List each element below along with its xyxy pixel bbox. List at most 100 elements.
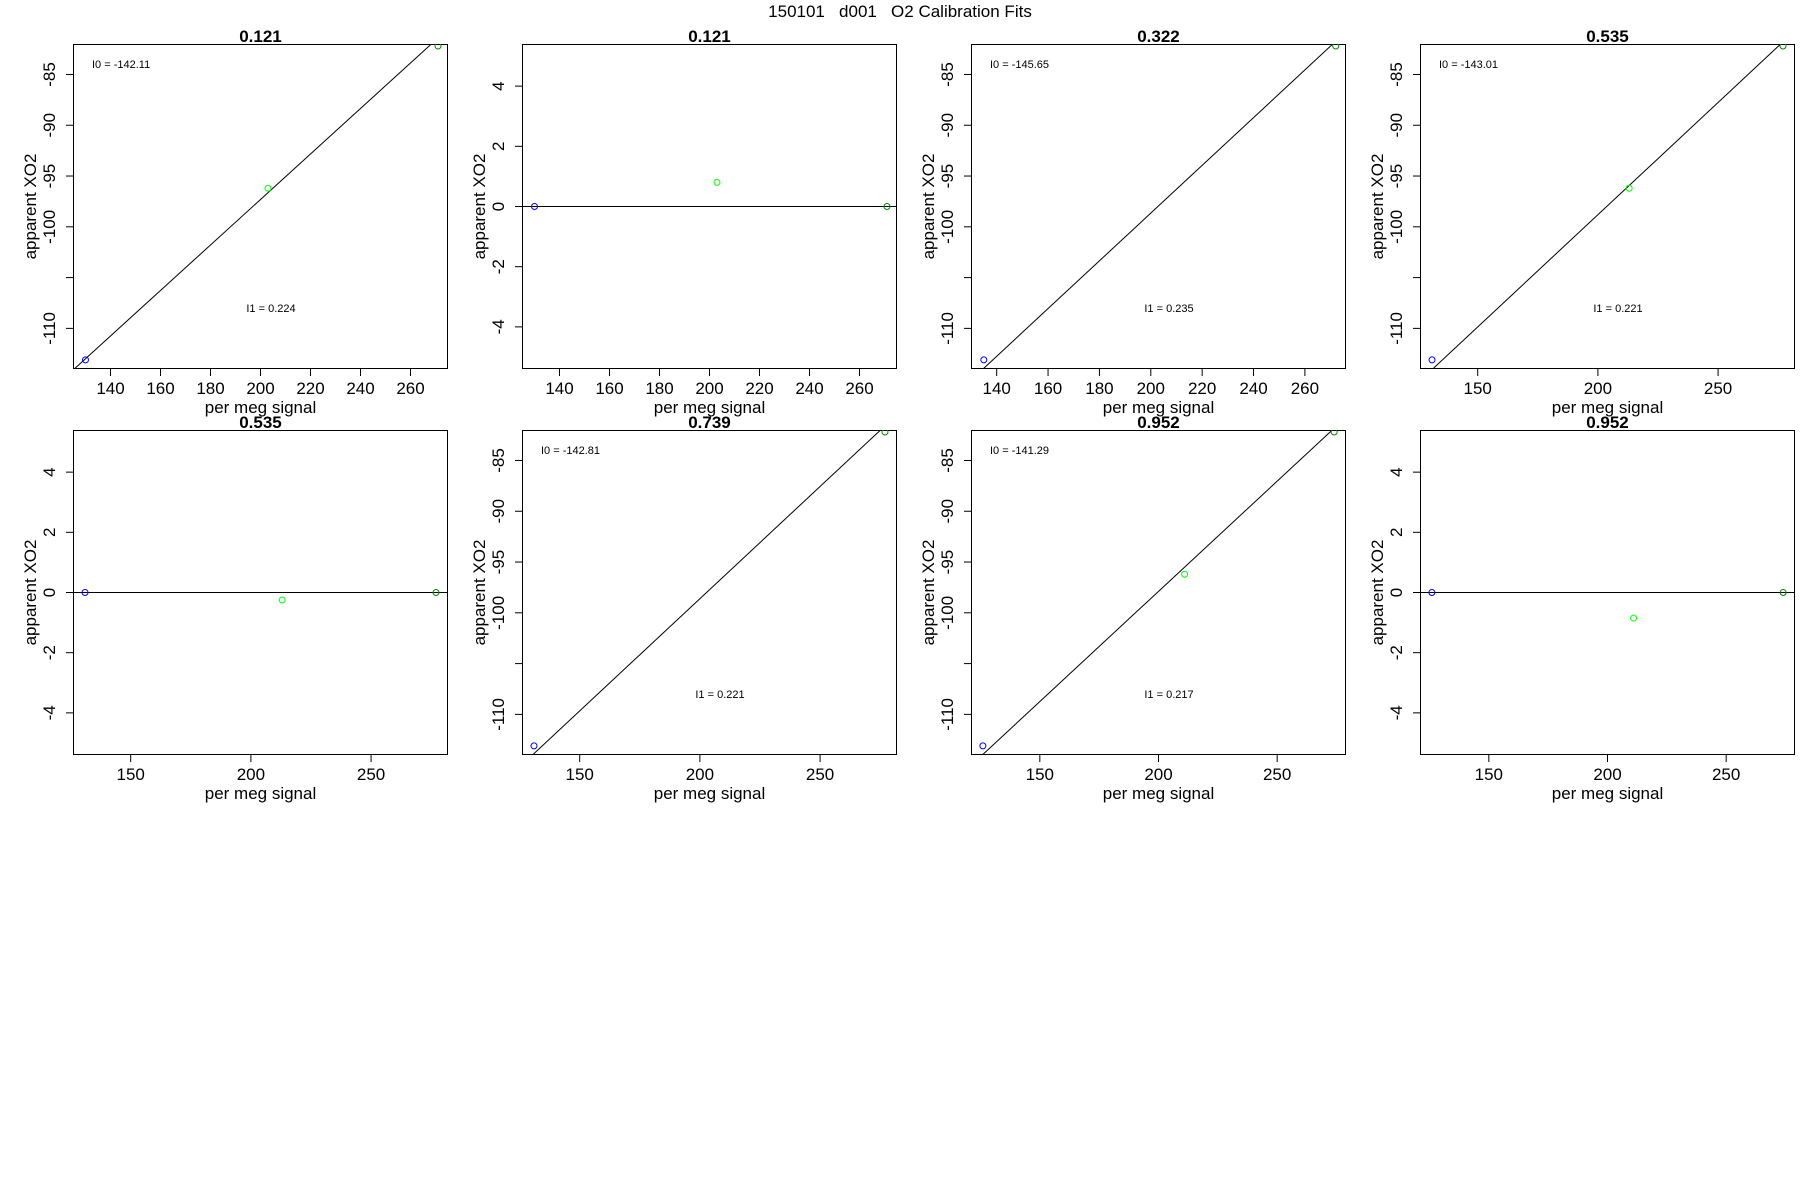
chart-panel: 140 160 180 200 220 240 260 -110 -100 -95 -90 -85 0.…: [919, 27, 1346, 417]
y-tick-label: -90: [40, 113, 59, 138]
data-point: [1428, 589, 1436, 596]
page-title: 150101 d001 O2 Calibration Fits: [768, 2, 1032, 21]
y-tick-label: -85: [40, 62, 59, 87]
chart-panel: 150 200 250 -4 -2 0 2 4 0.535 per meg signal appar…: [21, 413, 448, 803]
x-tick-label: 240: [1239, 379, 1267, 398]
x-tick-label: 150: [1464, 379, 1492, 398]
data-point: [979, 742, 987, 750]
chart-panel: 150 200 250 -110 -100 -95 -90 -85 0.535 per meg s…: [1368, 27, 1795, 417]
y-axis-label: apparent XO2: [21, 540, 40, 646]
y-tick-label: -100: [938, 210, 957, 244]
x-tick-label: 260: [396, 379, 424, 398]
x-axis-label: per meg signal: [1552, 398, 1664, 417]
x-tick-label: 150: [1475, 765, 1503, 784]
data-point: [264, 184, 272, 192]
data-point: [530, 742, 538, 750]
chart-panel: 150 200 250 -4 -2 0 2 4 0.952 per meg signal appar…: [1368, 413, 1795, 803]
y-tick-label: -2: [1387, 645, 1406, 660]
panel-title: 0.952: [1137, 413, 1180, 432]
y-tick-label: -110: [938, 312, 957, 345]
x-tick-label: 180: [196, 379, 224, 398]
y-tick-label: -85: [1387, 62, 1406, 87]
y-axis-label: apparent XO2: [1368, 540, 1387, 646]
chart-panel: 140 160 180 200 220 240 260 -4 -2 0 2 4 0.121 per meg…: [470, 27, 897, 417]
chart-panel: 150 200 250 -110 -100 -95 -90 -85 0.739 per meg s…: [470, 413, 897, 803]
y-tick-label: -90: [489, 499, 508, 524]
x-tick-label: 200: [686, 765, 714, 784]
data-point: [1332, 44, 1340, 50]
y-tick-label: -95: [1387, 164, 1406, 189]
x-tick-label: 200: [1584, 379, 1612, 398]
y-tick-label: -4: [489, 319, 508, 334]
y-tick-label: -100: [938, 596, 957, 630]
y-tick-label: -90: [938, 499, 957, 524]
x-tick-label: 260: [845, 379, 873, 398]
data-point: [278, 596, 286, 604]
x-tick-label: 260: [1291, 379, 1319, 398]
x-tick-label: 180: [1085, 379, 1113, 398]
fit-annotation: I1 = 0.224: [246, 303, 295, 315]
x-tick-label: 220: [1188, 379, 1216, 398]
fit-annotation: I0 = -145.65: [990, 59, 1049, 71]
y-axis-label: apparent XO2: [919, 154, 938, 260]
fit-line: [982, 44, 1334, 369]
x-tick-label: 140: [545, 379, 573, 398]
x-tick-label: 150: [117, 765, 145, 784]
y-tick-label: 0: [489, 202, 508, 211]
fit-annotation: I1 = 0.221: [695, 689, 744, 701]
y-tick-label: -100: [489, 596, 508, 630]
x-tick-label: 150: [1026, 765, 1054, 784]
panel-title: 0.535: [1586, 27, 1629, 46]
plot-frame: [1420, 44, 1795, 369]
y-tick-label: -4: [40, 705, 59, 720]
y-axis-label: apparent XO2: [470, 154, 489, 260]
y-tick-label: -110: [489, 698, 508, 731]
data-point: [1428, 356, 1436, 364]
data-point: [980, 356, 988, 364]
plot-frame: [971, 44, 1346, 369]
data-point: [1330, 430, 1338, 436]
y-tick-label: -85: [938, 448, 957, 473]
x-tick-label: 180: [645, 379, 673, 398]
x-tick-label: 250: [806, 765, 834, 784]
y-tick-label: 2: [1387, 528, 1406, 537]
panel-title: 0.322: [1137, 27, 1180, 46]
y-tick-label: 4: [40, 467, 59, 476]
panel-title: 0.121: [239, 27, 282, 46]
data-point: [1779, 589, 1787, 596]
data-point: [1625, 184, 1633, 192]
plot-frame: [971, 430, 1346, 755]
y-tick-label: -100: [1387, 210, 1406, 244]
data-point: [81, 589, 89, 596]
x-tick-label: 200: [1593, 765, 1621, 784]
y-tick-label: -2: [40, 645, 59, 660]
fit-annotation: I1 = 0.221: [1593, 303, 1642, 315]
fit-annotation: I1 = 0.217: [1144, 689, 1193, 701]
fit-line: [981, 430, 1334, 755]
y-axis-label: apparent XO2: [21, 154, 40, 260]
x-tick-label: 200: [246, 379, 274, 398]
x-tick-label: 240: [795, 379, 823, 398]
y-tick-label: -110: [40, 312, 59, 345]
y-tick-label: -100: [40, 210, 59, 244]
y-tick-label: 2: [489, 142, 508, 151]
x-tick-label: 160: [1034, 379, 1062, 398]
x-tick-label: 220: [296, 379, 324, 398]
x-tick-label: 250: [1704, 379, 1732, 398]
data-point: [713, 178, 721, 186]
fit-annotation: I0 = -142.81: [541, 445, 600, 457]
y-tick-label: 4: [489, 81, 508, 90]
data-point: [434, 44, 442, 50]
fit-annotation: I0 = -143.01: [1439, 59, 1498, 71]
panel-title: 0.952: [1586, 413, 1629, 432]
x-axis-label: per meg signal: [654, 398, 766, 417]
x-axis-label: per meg signal: [1552, 784, 1664, 803]
x-tick-label: 200: [1137, 379, 1165, 398]
chart-panel: 140 160 180 200 220 240 260 -110 -100 -95 -90 -85 0.…: [21, 27, 448, 417]
x-axis-label: per meg signal: [1103, 398, 1215, 417]
y-tick-label: -85: [938, 62, 957, 87]
fit-annotation: I0 = -142.11: [92, 59, 150, 71]
y-tick-label: -85: [489, 448, 508, 473]
x-tick-label: 240: [346, 379, 374, 398]
y-axis-label: apparent XO2: [1368, 154, 1387, 260]
